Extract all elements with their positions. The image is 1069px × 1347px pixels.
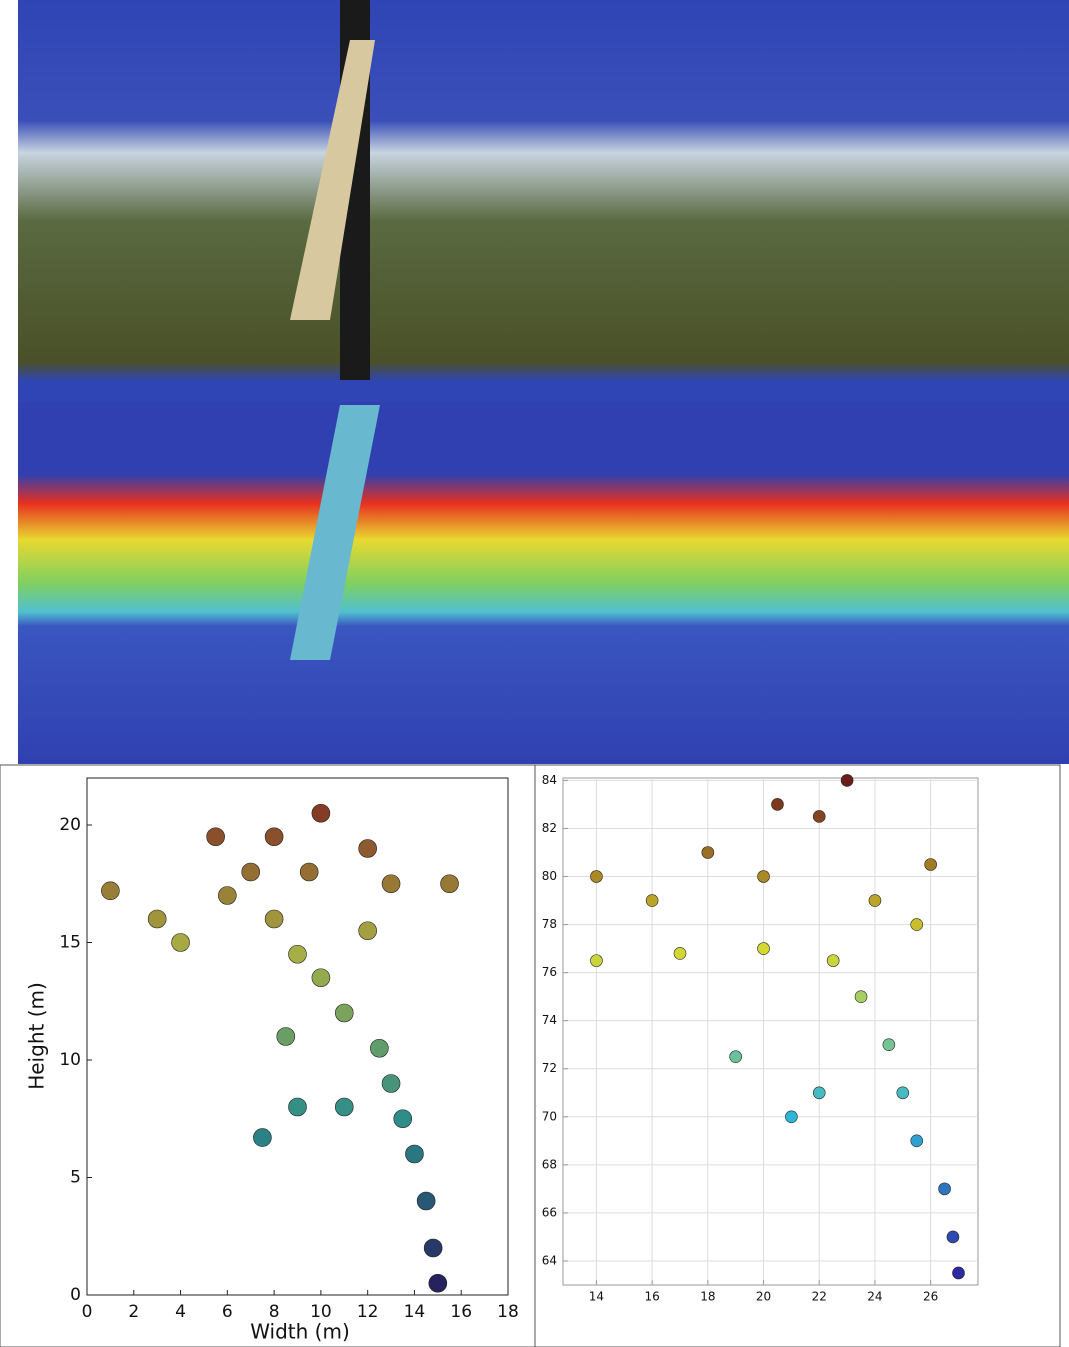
point [702,846,714,858]
point [939,1183,951,1195]
point [911,1135,923,1147]
lidar-panorama [18,402,1069,764]
point [785,1111,797,1123]
point [883,1039,895,1051]
x-tick-label: 14 [589,1290,604,1304]
x-tick-label: 16 [450,1302,472,1322]
x-tick-label: 4 [175,1302,186,1322]
point [827,955,839,967]
point [590,871,602,883]
point [394,1110,412,1128]
point [730,1051,742,1063]
point [424,1239,442,1257]
point [172,934,190,952]
point [148,910,166,928]
point [370,1039,388,1057]
photo-panorama [18,0,1069,402]
point [813,1087,825,1099]
y-tick-label: 64 [542,1253,557,1267]
point [289,1098,307,1116]
y-tick-label: 84 [542,773,557,787]
x-tick-label: 22 [812,1290,827,1304]
point [382,1075,400,1093]
point [646,895,658,907]
point [312,804,330,822]
point [911,919,923,931]
x-tick-label: 24 [867,1290,882,1304]
x-tick-label: 26 [923,1290,938,1304]
y-tick-label: 72 [542,1061,557,1075]
point [855,991,867,1003]
y-tick-label: 20 [59,815,81,835]
point [335,1004,353,1022]
point [312,969,330,987]
point [441,875,459,893]
y-tick-label: 10 [59,1050,81,1070]
y-tick-label: 80 [542,869,557,883]
point [758,943,770,955]
point [590,955,602,967]
point [101,882,119,900]
point [289,945,307,963]
point [265,828,283,846]
point [300,863,318,881]
point [674,947,686,959]
y-tick-label: 76 [542,965,557,979]
y-tick-label: 66 [542,1205,557,1219]
figure: Width (m) Height (m) 0246810121416180510… [0,0,1069,1347]
point [335,1098,353,1116]
y-tick-label: 82 [542,821,557,835]
y-tick-label: 74 [542,1013,557,1027]
point [405,1145,423,1163]
x-tick-label: 0 [82,1302,93,1322]
page: {"chart_data": [ {"type": "scatter", "xl… [0,0,1069,1347]
point [947,1231,959,1243]
y-tick-label: 68 [542,1157,557,1171]
point [771,798,783,810]
x-tick-label: 18 [700,1290,715,1304]
point [242,863,260,881]
y-tick-label: 78 [542,917,557,931]
point [953,1267,965,1279]
point [218,887,236,905]
x-tick-label: 12 [357,1302,379,1322]
x-tick-label: 20 [756,1290,771,1304]
x-tick-label: 18 [497,1302,519,1322]
y-tick-label: 5 [70,1168,81,1188]
point [359,840,377,858]
point [417,1192,435,1210]
x-tick-label: 8 [269,1302,280,1322]
plot-frame [87,778,508,1295]
point [253,1129,271,1147]
point [265,910,283,928]
point [841,774,853,786]
point [359,922,377,940]
x-tick-label: 6 [222,1302,233,1322]
y-tick-label: 15 [59,933,81,953]
x-tick-label: 14 [404,1302,426,1322]
y-tick-label: 0 [70,1285,81,1305]
x-tick-label: 2 [128,1302,139,1322]
point [869,895,881,907]
point [429,1274,447,1292]
x-tick-label: 10 [310,1302,332,1322]
x-tick-label: 16 [644,1290,659,1304]
x-axis-label: Width (m) [250,1320,350,1344]
point [207,828,225,846]
plot-frame [563,778,978,1285]
point [382,875,400,893]
y-tick-label: 70 [542,1109,557,1123]
y-axis-label: Height (m) [25,982,49,1090]
point [813,810,825,822]
point [925,859,937,871]
point [897,1087,909,1099]
point [277,1028,295,1046]
point [758,871,770,883]
panel-frame [535,765,1060,1347]
